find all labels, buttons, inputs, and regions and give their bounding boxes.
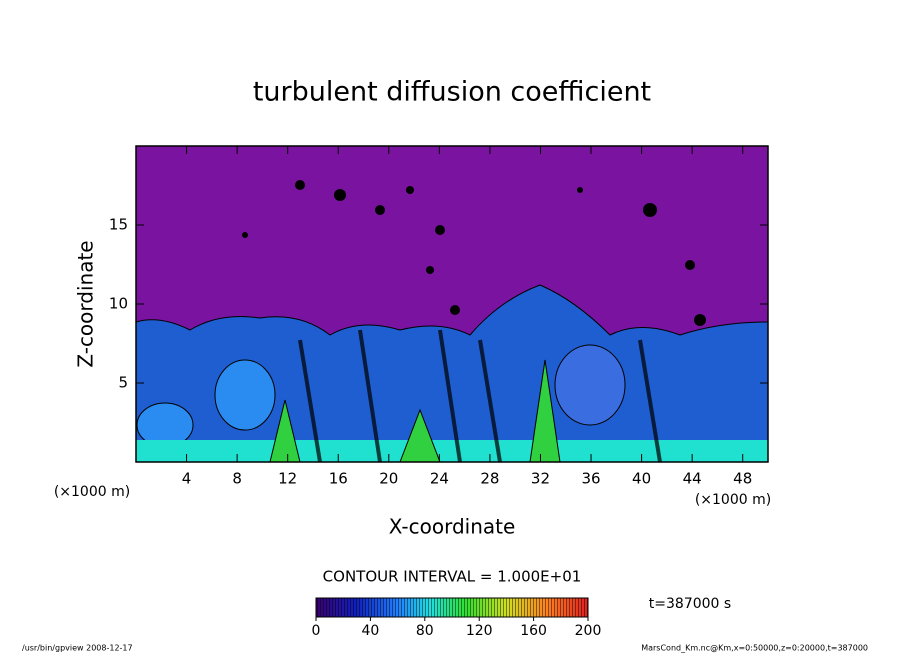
colorbar-tick-label: 80 bbox=[416, 623, 434, 639]
y-tick-label: 5 bbox=[118, 374, 128, 392]
footer-left: /usr/bin/gpview 2008-12-17 bbox=[22, 644, 133, 653]
y-tick-label: 15 bbox=[109, 216, 128, 234]
colorbar-tick-label: 160 bbox=[520, 623, 547, 639]
y-tick-label: 10 bbox=[109, 295, 128, 313]
x-tick-label: 36 bbox=[581, 470, 600, 488]
footer-right: MarsCond_Km.nc@Km,x=0:50000,z=0:20000,t=… bbox=[641, 644, 868, 653]
colorbar-tick-label: 40 bbox=[361, 623, 379, 639]
x-tick-label: 44 bbox=[683, 470, 702, 488]
x-axis-label: X-coordinate bbox=[389, 515, 516, 539]
x-tick-label: 48 bbox=[733, 470, 752, 488]
contour-interval: CONTOUR INTERVAL = 1.000E+01 bbox=[323, 568, 582, 586]
x-tick-label: 12 bbox=[278, 470, 297, 488]
colorbar-tick-label: 120 bbox=[466, 623, 493, 639]
x-tick-label: 40 bbox=[632, 470, 651, 488]
x-tick-label: 16 bbox=[329, 470, 348, 488]
y-axis-label: Z-coordinate bbox=[74, 240, 98, 367]
colorbar-tick-label: 0 bbox=[312, 623, 321, 639]
x-unit-label: (×1000 m) bbox=[54, 484, 130, 500]
x-tick-label: 32 bbox=[531, 470, 550, 488]
x-tick-label: 4 bbox=[182, 470, 192, 488]
x-tick-label: 8 bbox=[232, 470, 242, 488]
colorbar-frame bbox=[315, 597, 589, 618]
contour-field bbox=[136, 146, 768, 462]
chart-title: turbulent diffusion coefficient bbox=[253, 77, 651, 108]
x-tick-label: 24 bbox=[430, 470, 449, 488]
colorbar-tick-label: 200 bbox=[575, 623, 602, 639]
x-tick-label: 20 bbox=[379, 470, 398, 488]
x-unit-label: (×1000 m) bbox=[695, 492, 771, 508]
time-label: t=387000 s bbox=[649, 596, 731, 612]
x-tick-label: 28 bbox=[480, 470, 499, 488]
